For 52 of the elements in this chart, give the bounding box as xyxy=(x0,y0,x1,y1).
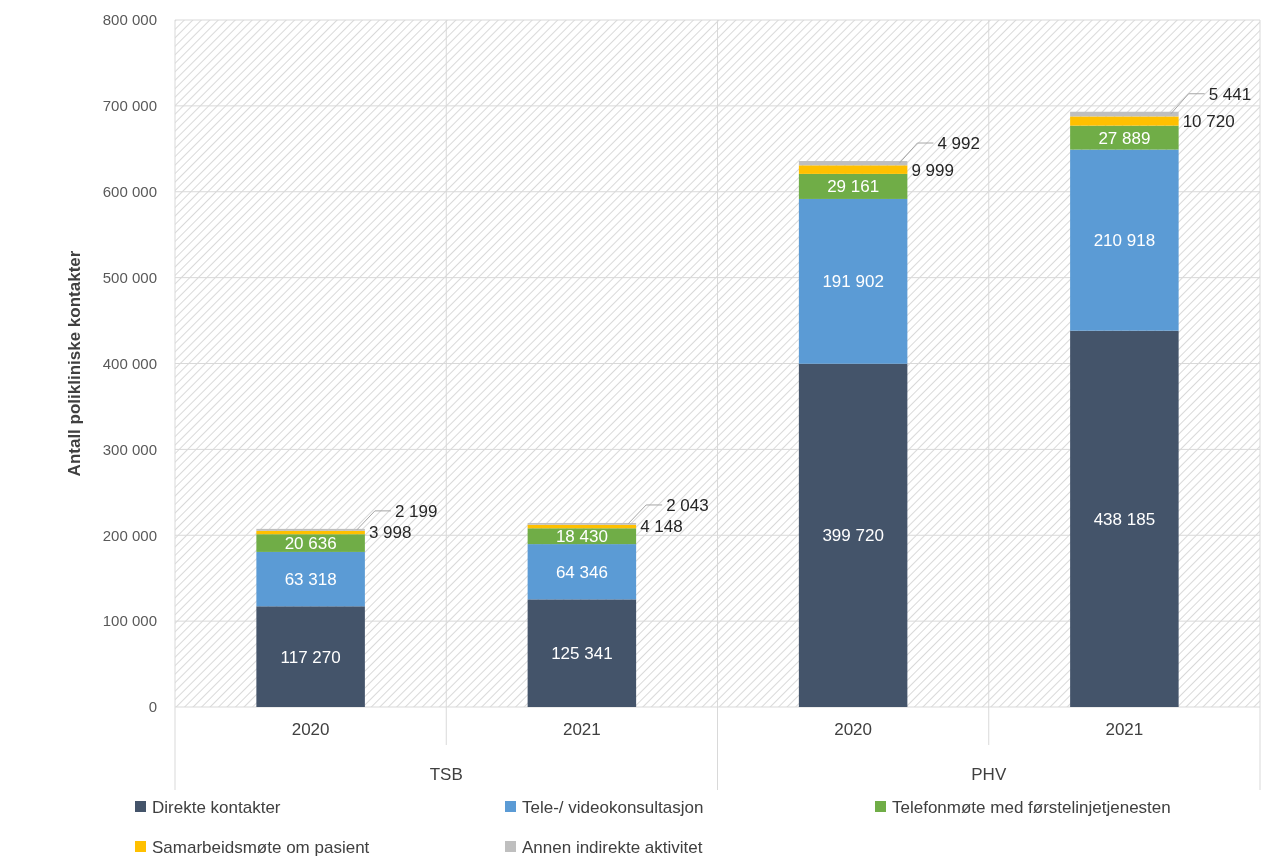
data-label: 210 918 xyxy=(1093,231,1156,251)
data-label: 2 199 xyxy=(394,501,438,521)
bar xyxy=(798,161,908,166)
bar xyxy=(798,198,908,364)
text: PHV xyxy=(971,765,1007,784)
legend-label: Samarbeidsmøte om pasient xyxy=(152,837,370,857)
data-label: 4 148 xyxy=(640,517,683,537)
bar xyxy=(527,544,637,600)
data-label: 63 318 xyxy=(284,570,337,590)
data-label: 399 720 xyxy=(822,526,884,546)
x-tick-label: 2020 xyxy=(291,720,330,739)
bar xyxy=(1070,116,1179,126)
y-tick-label: 800 000 xyxy=(102,11,157,29)
y-axis-title: Antall polikliniske kontakter xyxy=(65,250,84,477)
data-label: 29 161 xyxy=(827,177,880,197)
data-label: 117 270 xyxy=(280,647,341,667)
x-tick-label: 2021 xyxy=(562,720,601,739)
data-label: 18 430 xyxy=(555,527,608,547)
bar xyxy=(527,599,637,707)
y-tick-label: 0 xyxy=(148,698,157,716)
data-label: 5 441 xyxy=(1208,84,1252,104)
data-label: 125 341 xyxy=(551,644,613,664)
bar xyxy=(1070,330,1179,707)
y-tick-label: 100 000 xyxy=(102,612,157,630)
data-label: 9 999 xyxy=(911,160,954,180)
legend-label: Direkte kontakter xyxy=(152,797,281,817)
bar xyxy=(256,606,365,707)
data-label: 64 346 xyxy=(555,562,608,582)
y-tick-label: 400 000 xyxy=(102,354,157,372)
bar xyxy=(798,165,908,174)
bar xyxy=(1070,149,1179,331)
data-label: 191 902 xyxy=(822,272,884,292)
data-label: 20 636 xyxy=(284,534,337,554)
y-tick-label: 500 000 xyxy=(102,268,157,286)
data-label: 4 992 xyxy=(937,133,980,153)
data-label: 2 043 xyxy=(666,495,709,515)
data-label: 10 720 xyxy=(1182,111,1235,131)
data-label: 438 185 xyxy=(1093,509,1156,529)
y-tick-label: 700 000 xyxy=(102,97,157,115)
legend-label: Annen indirekte aktivitet xyxy=(522,837,703,857)
bar xyxy=(798,363,908,707)
x-tick-label: 2020 xyxy=(834,720,873,739)
data-label: 3 998 xyxy=(368,523,412,543)
y-tick-label: 600 000 xyxy=(102,183,157,200)
text: TSB xyxy=(429,765,463,784)
data-label: 27 889 xyxy=(1098,128,1151,148)
y-tick-label: 300 000 xyxy=(102,440,157,458)
x-tick-label: 2021 xyxy=(1105,720,1144,739)
bar xyxy=(256,551,365,607)
legend-label: Tele-/ videokonsultasjon xyxy=(522,797,704,817)
legend-label: Telefonmøte med førstelinjetjenesten xyxy=(892,797,1171,817)
y-tick-label: 200 000 xyxy=(102,526,157,544)
